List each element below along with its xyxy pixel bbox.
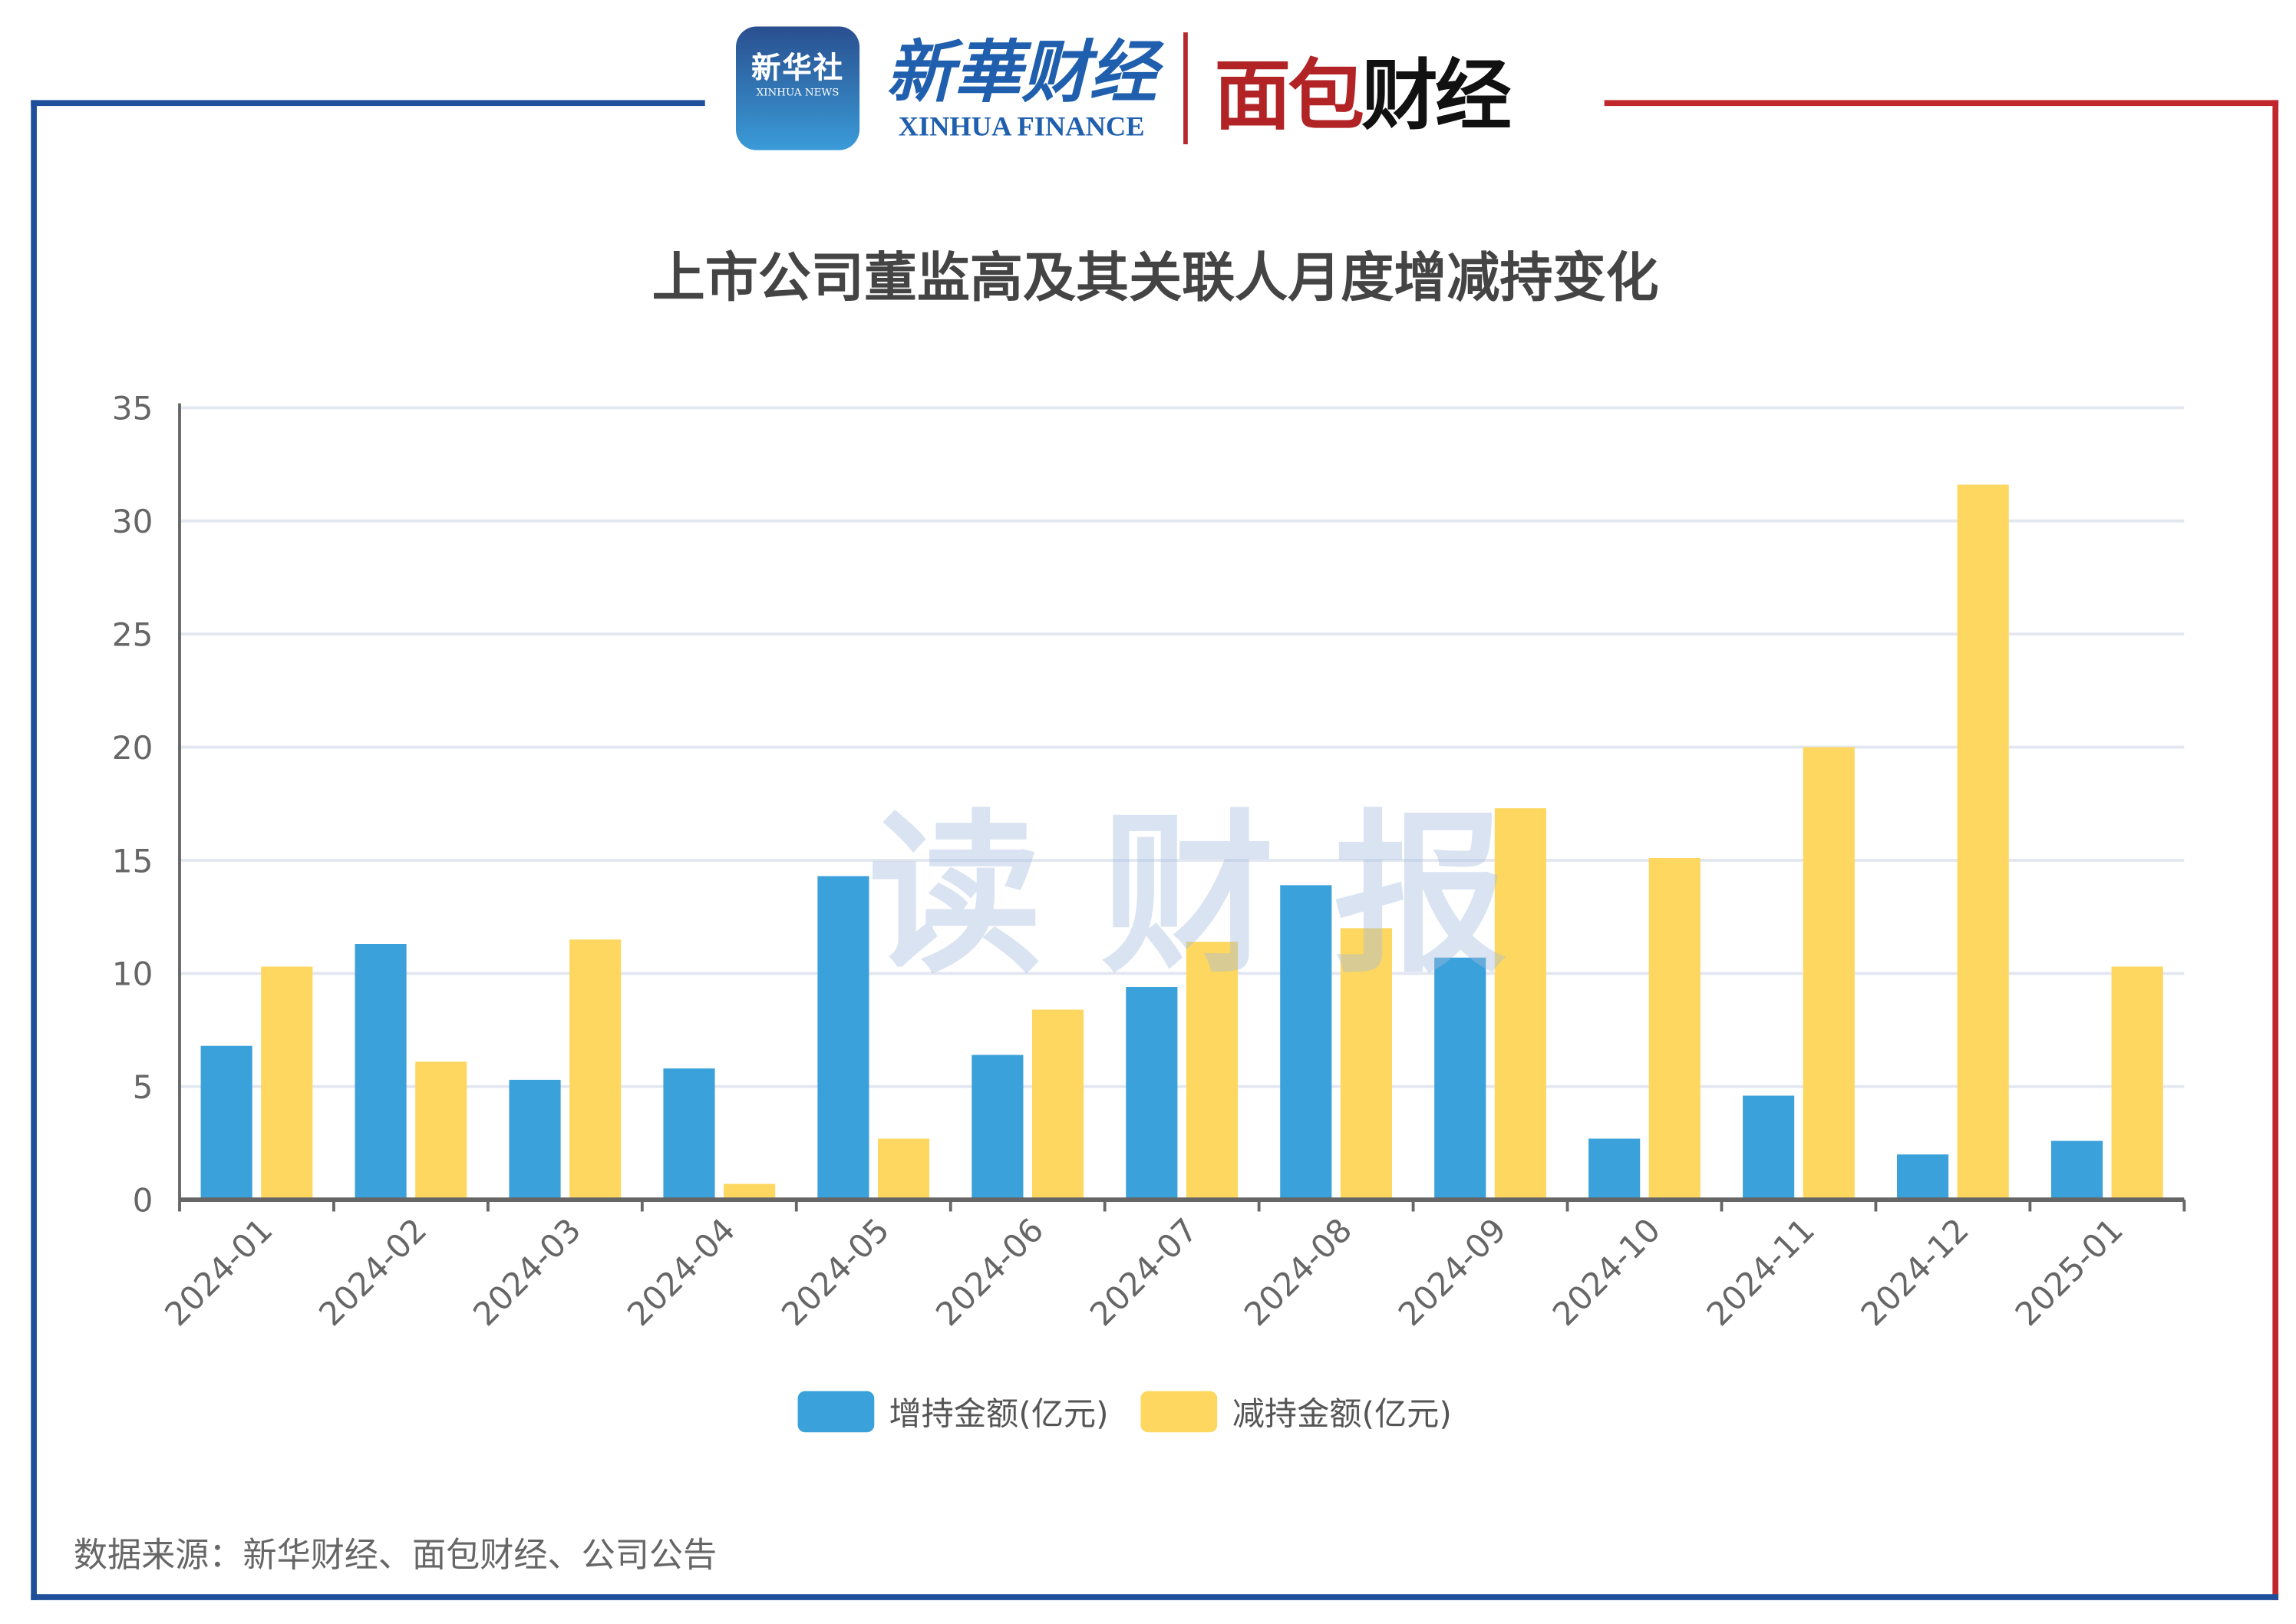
y-tick-label: 35	[112, 390, 153, 427]
bar-decrease	[724, 1183, 776, 1200]
y-tick-label: 0	[133, 1182, 153, 1220]
xinhua-finance-logo: 新華财经 XINHUA FINANCE	[886, 32, 1157, 144]
bar-increase	[817, 876, 869, 1200]
x-tick-label: 2024-07	[1083, 1211, 1205, 1333]
bar-decrease	[569, 939, 622, 1200]
bar-decrease	[1186, 942, 1239, 1200]
bar-increase	[1280, 885, 1332, 1200]
bar-decrease	[1494, 808, 1546, 1200]
logo-divider	[1183, 32, 1188, 144]
legend-swatch-increase	[797, 1391, 875, 1433]
watermark: 读财报	[868, 793, 1566, 997]
legend-item-increase[interactable]: 增持金额(亿元)	[797, 1388, 1109, 1435]
chart-title: 上市公司董监高及其关联人月度增减持变化	[652, 249, 1659, 309]
x-tick-label: 2024-04	[620, 1211, 742, 1333]
bar-decrease	[1031, 1009, 1084, 1200]
x-tick-label: 2024-08	[1237, 1211, 1359, 1333]
bar-decrease	[1957, 484, 2009, 1200]
y-tick-label: 30	[112, 503, 153, 540]
bar-increase	[1743, 1095, 1795, 1200]
logo-bar: 新华社 XINHUA NEWS 新華财经 XINHUA FINANCE 面包财经	[736, 21, 1512, 156]
frame-top-right	[1604, 100, 2279, 107]
bar-increase	[1434, 957, 1486, 1200]
bar-decrease	[1340, 928, 1392, 1200]
frame-bottom	[31, 1594, 2279, 1600]
y-tick-label: 25	[112, 616, 153, 653]
bar-increase	[1126, 987, 1178, 1200]
y-tick-label: 15	[112, 842, 153, 880]
bar-decrease	[1803, 747, 1855, 1200]
x-tick-label: 2024-05	[774, 1211, 896, 1333]
bar-increase	[2050, 1140, 2103, 1200]
bar-increase	[972, 1055, 1024, 1200]
legend-swatch-decrease	[1140, 1391, 1218, 1433]
x-tick-label: 2024-01	[157, 1211, 279, 1333]
mianbao-finance-logo: 面包财经	[1214, 52, 1511, 141]
legend-label-increase: 增持金额(亿元)	[889, 1397, 1109, 1434]
legend-label-decrease: 减持金额(亿元)	[1232, 1397, 1452, 1434]
x-tick-label: 2024-03	[466, 1211, 588, 1333]
bar-increase	[509, 1079, 561, 1200]
bar-increase	[355, 944, 407, 1200]
frame-right	[2272, 100, 2279, 1600]
xinhua-finance-en: XINHUA FINANCE	[898, 111, 1145, 144]
bar-increase	[1897, 1154, 1949, 1200]
bar-decrease	[1648, 857, 1701, 1200]
bar-decrease	[261, 966, 313, 1200]
x-tick-label: 2024-11	[1700, 1211, 1822, 1333]
bar-decrease	[878, 1138, 930, 1200]
xinhua-news-en: XINHUA NEWS	[756, 87, 840, 99]
x-tick-label: 2025-01	[2008, 1211, 2130, 1333]
legend: 增持金额(亿元) 减持金额(亿元)	[797, 1388, 1452, 1435]
bar-increase	[1588, 1138, 1641, 1200]
x-tick-label: 2024-02	[312, 1211, 434, 1333]
bar-increase	[200, 1045, 252, 1200]
frame-top-left	[31, 100, 705, 107]
y-tick-label: 20	[112, 729, 153, 767]
bar-increase	[663, 1068, 715, 1200]
y-tick-label: 10	[112, 956, 153, 993]
xinhua-news-cn: 新华社	[751, 50, 844, 86]
x-tick-label: 2024-12	[1854, 1211, 1976, 1333]
data-source: 数据来源：新华财经、面包财经、公司公告	[73, 1537, 718, 1576]
x-tick-label: 2024-09	[1391, 1211, 1513, 1333]
x-tick-label: 2024-10	[1546, 1211, 1668, 1333]
x-tick-label: 2024-06	[929, 1211, 1051, 1333]
y-tick-label: 5	[133, 1068, 153, 1106]
bar-decrease	[415, 1061, 467, 1200]
frame-left	[31, 100, 37, 1600]
xinhua-news-logo: 新华社 XINHUA NEWS	[736, 26, 860, 150]
bar-decrease	[2111, 966, 2163, 1200]
xinhua-finance-cn: 新華财经	[886, 32, 1157, 112]
legend-item-decrease[interactable]: 减持金额(亿元)	[1140, 1388, 1452, 1435]
